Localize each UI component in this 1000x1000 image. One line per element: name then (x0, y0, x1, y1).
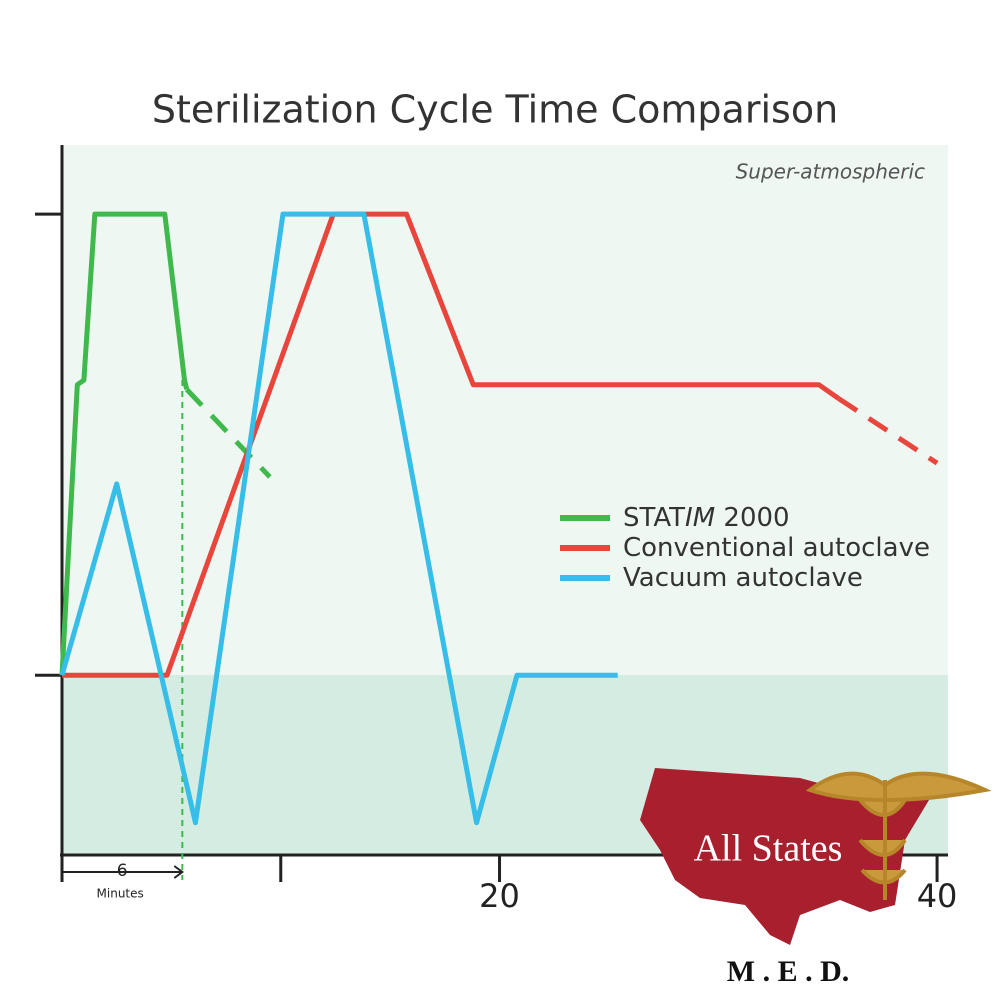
interval-unit: Minutes (97, 887, 144, 901)
region-label: Super-atmospheric (736, 160, 925, 184)
logo-tagline: M . E . D. (727, 955, 850, 988)
legend-label-part: STAT (623, 503, 685, 533)
legend-label-part: Conventional autoclave (623, 533, 930, 563)
legend-label-part: 2000 (715, 503, 789, 533)
legend-label-part: Vacuum autoclave (623, 563, 863, 593)
interval-bracket (61, 862, 184, 882)
legend-label-part: IM (685, 503, 715, 533)
x-tick-label: 20 (479, 877, 520, 915)
super-atmospheric-region (62, 145, 948, 675)
interval-label: 6 (117, 861, 128, 881)
x-tick-label: 40 (917, 877, 958, 915)
series-line (59, 211, 190, 676)
caduceus (805, 771, 992, 900)
series-line (62, 211, 841, 678)
legend-label: Conventional autoclave (623, 533, 930, 563)
legend-label: STATIM 2000 (623, 503, 790, 533)
logo-map (640, 768, 935, 945)
logo-name: All States (694, 828, 843, 870)
series-line-dashed (837, 396, 939, 466)
series-line-dashed (184, 387, 272, 479)
chart-title: Sterilization Cycle Time Comparison (152, 88, 838, 132)
series-line (59, 211, 618, 826)
legend-label: Vacuum autoclave (623, 563, 863, 593)
logo: All States M . E . D. (640, 768, 992, 988)
